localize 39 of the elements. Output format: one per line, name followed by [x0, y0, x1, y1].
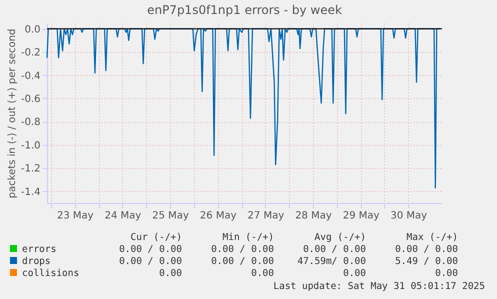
- text: 0.00 / 0.00: [118, 256, 182, 268]
- text: 5.49 / 0.00: [394, 256, 458, 268]
- text: Last update: Sat May 31 05:01:17 2025: [273, 281, 485, 292]
- x-tick-label: 25 May: [152, 210, 189, 222]
- text: 0.00: [158, 268, 182, 280]
- x-tick-label: 28 May: [295, 210, 332, 222]
- text: 0.00 / 0.00: [302, 244, 366, 256]
- x-tick-label: 29 May: [342, 210, 380, 222]
- y-tick-label: -0.2: [20, 48, 40, 59]
- text: 0.00 / 0.00: [210, 256, 274, 268]
- y-tick-label: -0.4: [20, 70, 40, 82]
- y-axis-title: packets in (-) / out (+) per second: [6, 28, 18, 198]
- text: 0.00 / 0.00: [394, 244, 458, 256]
- y-tick-label: -1.0: [20, 140, 40, 152]
- y-tick-label: -0.6: [20, 94, 40, 105]
- x-tick-label: 27 May: [248, 210, 284, 222]
- legend-label: errors: [21, 244, 58, 256]
- x-tick-label: 23 May: [57, 210, 94, 222]
- legend-label: collisions: [21, 268, 80, 280]
- y-tick-label: 0.0: [24, 24, 40, 36]
- text: 0.00: [250, 268, 274, 280]
- text: 0.00 / 0.00: [118, 244, 182, 256]
- text: 0.00: [342, 268, 366, 280]
- text: Avg (-/+): [314, 232, 366, 244]
- text: Max (-/+): [406, 232, 458, 244]
- y-tick-label: -0.8: [20, 117, 40, 128]
- text: 0.00 / 0.00: [210, 244, 274, 256]
- x-tick-label: 26 May: [200, 210, 237, 222]
- text: 0.00: [434, 268, 458, 280]
- x-tick-label: 24 May: [104, 210, 142, 222]
- text: Min (-/+): [222, 232, 274, 244]
- text: 47.59m/ 0.00: [296, 256, 366, 268]
- y-tick-label: -1.2: [20, 164, 40, 175]
- legend-label: drops: [21, 256, 52, 268]
- chart-title: enP7p1s0f1np1 errors - by week: [147, 3, 342, 17]
- line-series: [46, 28, 441, 189]
- text: Cur (-/+): [130, 232, 182, 244]
- x-tick-label: 30 May: [390, 210, 428, 222]
- y-tick-label: -1.4: [20, 186, 40, 198]
